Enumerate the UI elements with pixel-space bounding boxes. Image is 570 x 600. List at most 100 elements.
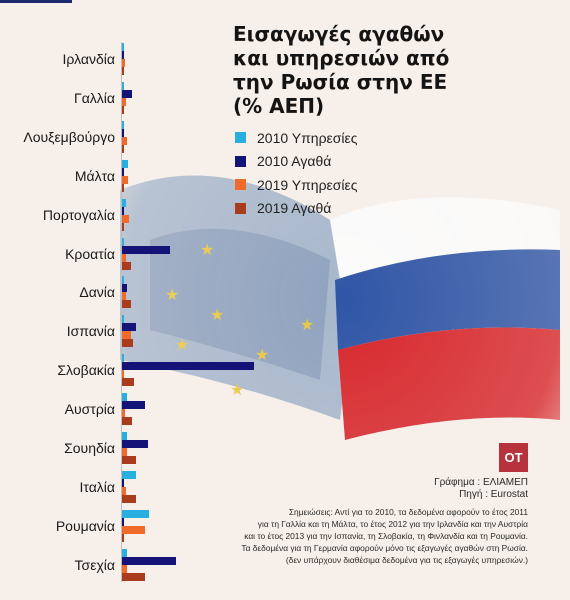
bar bbox=[122, 276, 125, 285]
bar bbox=[122, 292, 126, 301]
bar bbox=[122, 509, 149, 518]
bar bbox=[122, 478, 124, 487]
category-label: Ισπανία bbox=[66, 323, 115, 340]
bar bbox=[122, 81, 125, 90]
note-line: και το έτος 2013 για την Ισπανία, τη Σλο… bbox=[244, 531, 528, 541]
bar bbox=[122, 470, 136, 479]
bar bbox=[122, 136, 128, 145]
bar bbox=[122, 261, 131, 270]
bar bbox=[122, 494, 136, 503]
bar bbox=[122, 159, 128, 168]
bar bbox=[122, 440, 148, 448]
legend-item: 2010 Αγαθά bbox=[235, 150, 358, 174]
svg-text:★: ★ bbox=[300, 317, 314, 334]
bar bbox=[122, 59, 125, 67]
top-accent-bar bbox=[0, 0, 72, 3]
legend-label: 2010 Αγαθά bbox=[257, 153, 332, 170]
legend-swatch bbox=[235, 202, 246, 214]
bar bbox=[122, 175, 128, 184]
category-label: Μάλτα bbox=[74, 167, 115, 184]
category-label: Γαλλία bbox=[73, 89, 115, 106]
bar bbox=[122, 315, 124, 324]
bar bbox=[122, 144, 124, 153]
bar bbox=[122, 222, 125, 231]
bar bbox=[122, 43, 125, 51]
title-line: Εισαγωγές αγαθών bbox=[233, 22, 445, 46]
bar bbox=[122, 525, 145, 534]
chart-legend: 2010 Υπηρεσίες 2010 Αγαθά 2019 Υπηρεσίες… bbox=[235, 126, 358, 220]
bar bbox=[122, 417, 132, 426]
title-line: (% ΑΕΠ) bbox=[233, 94, 325, 118]
notes: Σημειώσεις: Αντί για το 2010, τα δεδομέν… bbox=[241, 506, 528, 566]
bar bbox=[122, 362, 254, 371]
category-label: Κροατία bbox=[65, 245, 115, 262]
legend-label: 2019 Υπηρεσίες bbox=[257, 176, 358, 193]
note-line: Σημειώσεις: Αντί για το 2010, τα δεδομέν… bbox=[288, 507, 528, 517]
bar bbox=[122, 51, 125, 59]
legend-label: 2010 Υπηρεσίες bbox=[257, 129, 358, 146]
bar bbox=[122, 378, 134, 387]
bar bbox=[122, 67, 124, 75]
bar bbox=[122, 97, 126, 106]
svg-text:★: ★ bbox=[200, 242, 214, 259]
svg-text:★: ★ bbox=[175, 337, 189, 354]
bar bbox=[122, 572, 145, 581]
bar bbox=[122, 331, 131, 340]
svg-text:★: ★ bbox=[165, 287, 179, 304]
credits-block: Γράφημα : ΕΛΙΑΜΕΠ Πηγή : Eurostat Σημειώ… bbox=[241, 477, 528, 566]
legend-item: 2019 Υπηρεσίες bbox=[235, 173, 358, 197]
category-label: Ιταλία bbox=[79, 478, 115, 495]
bar bbox=[122, 237, 124, 246]
bar bbox=[122, 198, 126, 207]
category-label: Ιρλανδία bbox=[62, 51, 115, 67]
category-label: Σλοβακία bbox=[57, 362, 115, 379]
bar bbox=[122, 167, 124, 176]
bar bbox=[122, 401, 145, 410]
category-label: Ρουμανία bbox=[55, 517, 115, 534]
bar bbox=[122, 556, 176, 565]
category-label: Αυστρία bbox=[64, 401, 115, 418]
ot-logo: OT bbox=[499, 443, 528, 472]
bar bbox=[122, 183, 124, 192]
source-credit: Πηγή : Eurostat bbox=[459, 489, 528, 500]
category-label: Τσεχία bbox=[74, 556, 115, 573]
bar bbox=[122, 409, 125, 418]
bar bbox=[122, 448, 127, 456]
chart-title: Εισαγωγές αγαθών και υπηρεσιών από την Ρ… bbox=[233, 22, 463, 118]
bar bbox=[122, 245, 170, 254]
bar bbox=[122, 89, 132, 98]
legend-item: 2019 Αγαθά bbox=[235, 197, 358, 221]
category-label: Δανία bbox=[79, 284, 115, 301]
bar bbox=[122, 432, 127, 440]
bar bbox=[122, 105, 124, 114]
category-label: Λουξεμβούργο bbox=[23, 128, 115, 145]
bar bbox=[122, 214, 129, 223]
bar bbox=[122, 486, 126, 495]
bar bbox=[122, 548, 128, 557]
category-label: Πορτογαλία bbox=[42, 206, 115, 223]
svg-text:★: ★ bbox=[230, 382, 244, 399]
category-axis bbox=[121, 42, 122, 582]
legend-item: 2010 Υπηρεσίες bbox=[235, 126, 358, 150]
bar bbox=[122, 284, 128, 293]
note-line: για τη Γαλλία και τη Μάλτα, το έτος 2012… bbox=[257, 519, 528, 529]
bar bbox=[122, 323, 136, 332]
bar bbox=[122, 370, 124, 379]
legend-swatch bbox=[235, 179, 246, 191]
bar bbox=[122, 393, 127, 402]
chart-credit: Γράφημα : ΕΛΙΑΜΕΠ bbox=[434, 477, 528, 488]
svg-text:★: ★ bbox=[210, 307, 224, 324]
note-line: Τα δεδομένα για τη Γερμανία αφορούν μόνο… bbox=[241, 543, 528, 553]
bar bbox=[122, 456, 136, 464]
bar bbox=[122, 339, 133, 348]
bar bbox=[122, 354, 124, 363]
legend-swatch bbox=[235, 132, 246, 144]
note-line: (δεν υπάρχουν διαθέσιμα δεδομένα για τις… bbox=[285, 555, 528, 565]
bar bbox=[122, 206, 125, 215]
svg-text:★: ★ bbox=[255, 347, 269, 364]
bar bbox=[122, 300, 131, 309]
title-line: την Ρωσία στην ΕΕ bbox=[233, 70, 448, 94]
bar bbox=[122, 564, 127, 573]
legend-swatch bbox=[235, 155, 246, 167]
